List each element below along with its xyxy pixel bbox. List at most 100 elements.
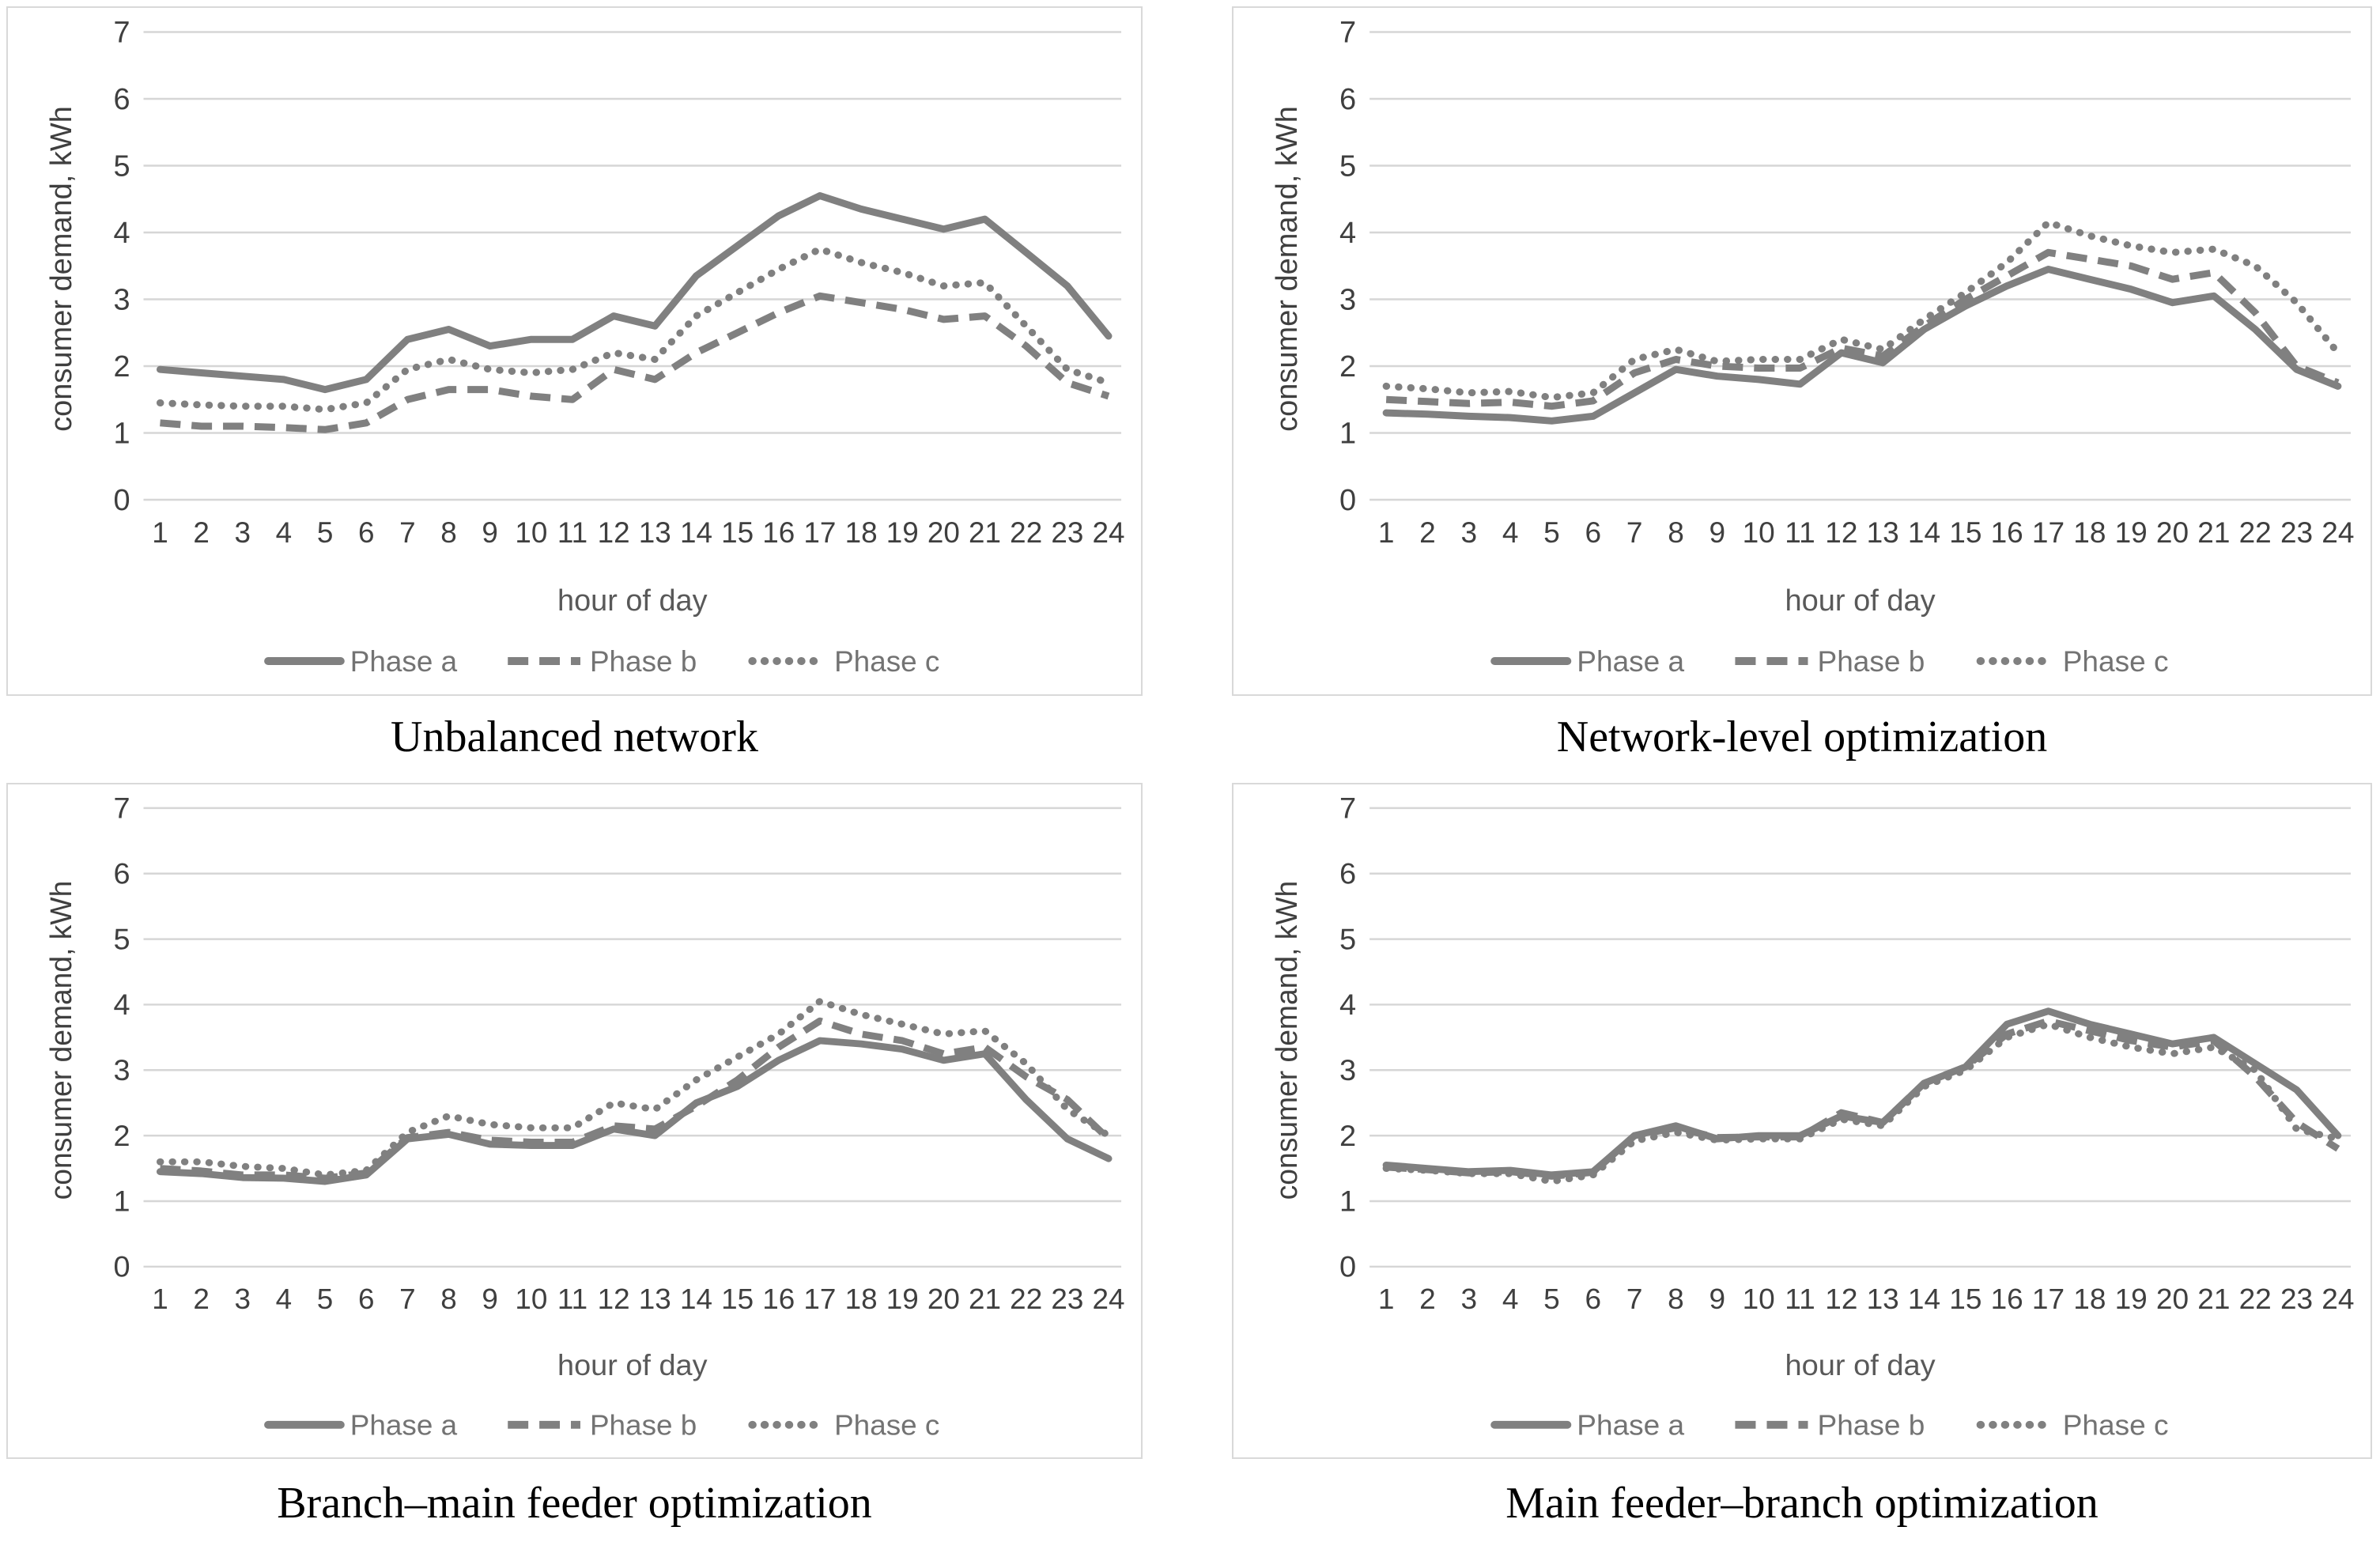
svg-text:2: 2: [1339, 1119, 1356, 1152]
svg-text:15: 15: [721, 516, 754, 549]
svg-text:3: 3: [1461, 1283, 1478, 1315]
svg-text:17: 17: [2032, 1283, 2065, 1315]
svg-text:Phase c: Phase c: [834, 1409, 939, 1442]
svg-text:21: 21: [2197, 1283, 2230, 1315]
caption-main-feeder-branch-optimization: Main feeder–branch optimization: [1505, 1479, 2099, 1528]
svg-text:1: 1: [114, 1185, 130, 1218]
svg-text:2: 2: [1419, 516, 1436, 549]
svg-text:13: 13: [639, 516, 671, 549]
svg-text:14: 14: [1908, 1283, 1940, 1315]
svg-text:17: 17: [2032, 516, 2065, 549]
svg-text:4: 4: [276, 1283, 293, 1315]
svg-text:16: 16: [762, 516, 795, 549]
svg-text:9: 9: [1709, 1283, 1726, 1315]
svg-text:19: 19: [886, 516, 919, 549]
svg-text:2: 2: [193, 516, 210, 549]
svg-text:14: 14: [680, 516, 712, 549]
svg-text:11: 11: [1785, 516, 1815, 549]
svg-text:Phase c: Phase c: [834, 645, 939, 678]
svg-text:23: 23: [1051, 516, 1083, 549]
svg-text:6: 6: [358, 1283, 375, 1315]
svg-text:7: 7: [1339, 792, 1356, 825]
svg-text:Phase c: Phase c: [2063, 644, 2169, 678]
svg-text:7: 7: [399, 516, 416, 549]
svg-text:22: 22: [1010, 516, 1042, 549]
svg-text:13: 13: [639, 1283, 671, 1315]
svg-text:18: 18: [845, 516, 878, 549]
svg-text:2: 2: [193, 1283, 210, 1315]
svg-text:5: 5: [1339, 923, 1356, 956]
svg-text:11: 11: [557, 1283, 587, 1315]
svg-text:6: 6: [358, 516, 375, 549]
svg-text:21: 21: [2197, 516, 2230, 549]
svg-text:0: 0: [114, 1250, 130, 1283]
svg-text:17: 17: [803, 1283, 836, 1315]
svg-text:20: 20: [2156, 1283, 2189, 1315]
svg-text:19: 19: [886, 1283, 919, 1315]
chart-box-branch-main-feeder-optimization: 0 1 2 3 4 5 6 7 consumer demand, kWh 1 2 3 4 5 6 7 8 9 10 1…: [6, 783, 1143, 1459]
svg-text:9: 9: [482, 516, 498, 549]
svg-text:12: 12: [1825, 516, 1857, 549]
svg-text:4: 4: [1339, 217, 1356, 250]
caption-branch-main-feeder-optimization: Branch–main feeder optimization: [277, 1479, 872, 1528]
svg-text:6: 6: [113, 83, 130, 116]
svg-text:19: 19: [2115, 1283, 2148, 1315]
svg-text:24: 24: [1092, 516, 1124, 549]
svg-text:10: 10: [1743, 516, 1775, 549]
svg-text:7: 7: [114, 792, 130, 825]
svg-text:4: 4: [1502, 516, 1519, 549]
svg-text:1: 1: [1339, 418, 1356, 451]
svg-text:6: 6: [1339, 83, 1356, 116]
svg-text:consumer demand, kWh: consumer demand, kWh: [1271, 106, 1304, 432]
svg-text:Phase b: Phase b: [590, 1409, 697, 1442]
svg-text:18: 18: [2073, 516, 2106, 549]
svg-text:Phase b: Phase b: [1818, 644, 1925, 678]
svg-text:22: 22: [2239, 516, 2272, 549]
svg-text:1: 1: [1378, 1283, 1395, 1315]
svg-text:0: 0: [113, 484, 130, 517]
svg-text:2: 2: [1339, 350, 1356, 384]
svg-text:10: 10: [1743, 1283, 1775, 1315]
svg-text:23: 23: [2280, 1283, 2313, 1315]
svg-text:20: 20: [2156, 516, 2189, 549]
svg-text:10: 10: [515, 516, 547, 549]
svg-text:10: 10: [515, 1283, 547, 1315]
svg-text:3: 3: [235, 1283, 251, 1315]
svg-text:3: 3: [114, 1053, 130, 1086]
chart-box-network-level-optimization: 0 1 2 3 4 5 6 7 consumer demand, kWh 1 2 3 4 5 6 7 8 9 10 1…: [1232, 6, 2372, 696]
svg-text:Phase c: Phase c: [2063, 1409, 2169, 1442]
svg-text:7: 7: [1626, 1283, 1643, 1315]
svg-text:20: 20: [927, 516, 960, 549]
svg-text:8: 8: [1668, 516, 1684, 549]
svg-text:6: 6: [1585, 1283, 1602, 1315]
svg-text:6: 6: [114, 857, 130, 890]
svg-text:16: 16: [1991, 516, 2023, 549]
svg-text:consumer demand, kWh: consumer demand, kWh: [45, 106, 78, 432]
svg-text:hour of day: hour of day: [557, 1348, 708, 1381]
svg-text:18: 18: [845, 1283, 878, 1315]
svg-text:20: 20: [927, 1283, 960, 1315]
svg-text:24: 24: [2321, 1283, 2354, 1315]
chart-box-main-feeder-branch-optimization: 0 1 2 3 4 5 6 7 consumer demand, kWh 1 2 3 4 5 6 7 8 9 10 1…: [1232, 783, 2372, 1459]
svg-text:14: 14: [680, 1283, 712, 1315]
svg-text:4: 4: [1502, 1283, 1519, 1315]
svg-text:8: 8: [440, 516, 457, 549]
svg-text:Phase a: Phase a: [1577, 644, 1684, 678]
svg-text:5: 5: [1543, 1283, 1560, 1315]
svg-text:21: 21: [969, 516, 1001, 549]
svg-text:consumer demand, kWh: consumer demand, kWh: [1270, 881, 1303, 1200]
svg-text:4: 4: [114, 988, 130, 1021]
svg-text:5: 5: [1339, 150, 1356, 183]
svg-text:6: 6: [1585, 516, 1602, 549]
svg-text:hour of day: hour of day: [1785, 584, 1935, 618]
svg-text:hour of day: hour of day: [557, 584, 708, 618]
svg-text:24: 24: [1092, 1283, 1124, 1315]
svg-text:Phase b: Phase b: [590, 645, 697, 678]
svg-text:21: 21: [969, 1283, 1001, 1315]
svg-text:5: 5: [317, 1283, 334, 1315]
svg-text:7: 7: [113, 16, 130, 49]
